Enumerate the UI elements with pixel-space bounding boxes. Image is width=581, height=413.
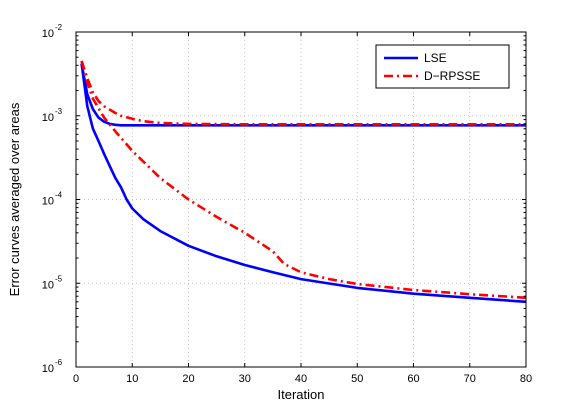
x-tick-label: 80 [520,373,532,385]
x-tick-label: 30 [239,373,251,385]
x-tick-label: 10 [126,373,138,385]
y-tick-label: 10 [42,363,54,375]
y-tick-exponent: -5 [55,274,63,283]
series-layer [80,60,527,304]
series-line-d-rpsse-1 [80,60,526,126]
x-tick-label: 0 [73,373,79,385]
x-tick-label: 50 [351,373,363,385]
y-tick-exponent: -4 [55,191,63,200]
x-tick-label: 20 [182,373,194,385]
x-tick-label: 70 [464,373,476,385]
y-tick-exponent: -2 [55,23,63,32]
grid [76,32,526,367]
y-tick-label: 10 [42,196,54,208]
legend-entry-lse: LSE [424,51,447,65]
y-tick-label: 10 [42,28,54,40]
y-axis-label: Error curves averaged over areas [7,102,22,296]
legend-entry-d-rpsse: D−RPSSE [424,69,480,83]
y-tick-exponent: -6 [55,358,63,367]
y-tick-exponent: -3 [55,107,63,116]
y-tick-label: 10 [42,279,54,291]
x-axis-label: Iteration [278,387,325,402]
legend-box [375,44,510,89]
y-tick-label: 10 [42,112,54,124]
series-line-d-rpsse-2 [80,60,527,300]
series-line-lse-2 [80,63,527,304]
legend: LSE D−RPSSE [375,44,510,89]
x-tick-label: 60 [407,373,419,385]
x-tick-label: 40 [295,373,307,385]
